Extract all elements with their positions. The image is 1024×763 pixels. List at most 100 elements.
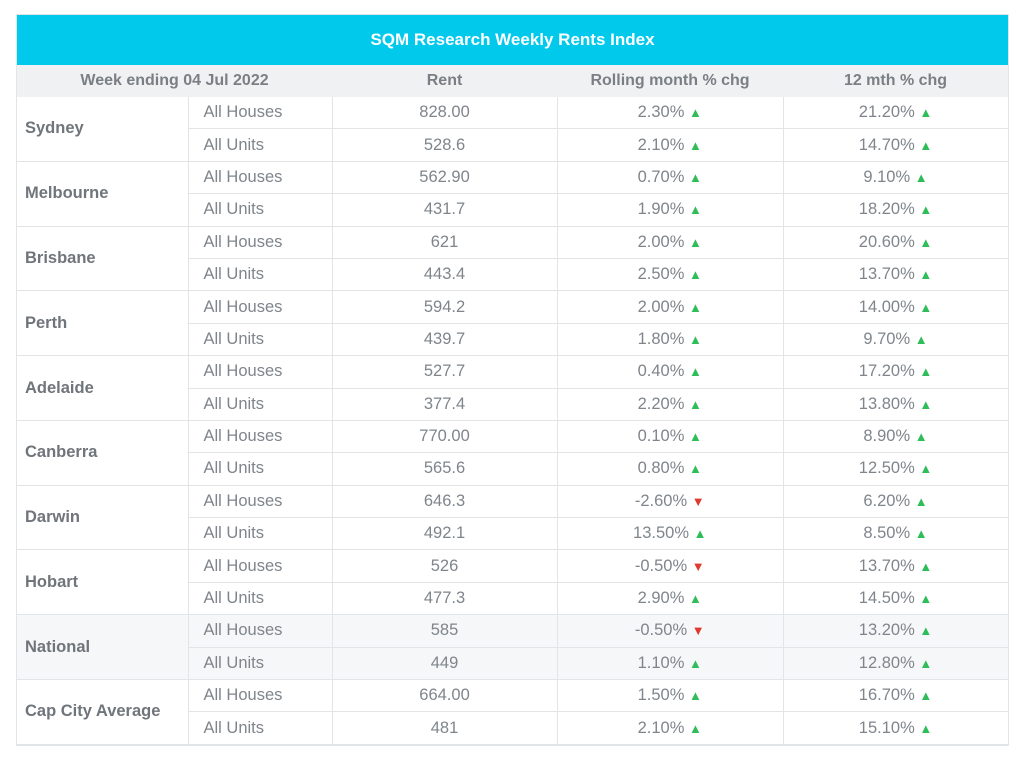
- rolling-change-value: 2.00%: [637, 232, 685, 251]
- table-row: All Units 377.4 2.20% ▲ 13.80% ▲: [17, 388, 1009, 421]
- rolling-change-cell: 1.50% ▲: [557, 679, 784, 713]
- arrow-up-icon: ▲: [688, 105, 702, 121]
- twelve-month-change-value: 18.20%: [858, 200, 915, 219]
- property-type: All Houses: [188, 420, 333, 454]
- rolling-change-cell: 2.10% ▲: [557, 128, 784, 162]
- header-row: Week ending 04 Jul 2022 Rent Rolling mon…: [17, 65, 1009, 97]
- rolling-change-cell: 2.90% ▲: [557, 582, 784, 616]
- arrow-up-icon: ▲: [914, 493, 928, 509]
- arrow-up-icon: ▲: [688, 299, 702, 315]
- table-row: National All Houses 585 -0.50% ▼ 13.20% ▲: [17, 614, 1009, 681]
- rent-value: 562.90: [332, 161, 558, 195]
- property-type: All Houses: [188, 355, 333, 389]
- rent-value: 431.7: [332, 193, 558, 227]
- arrow-up-icon: ▲: [693, 526, 707, 542]
- arrow-up-icon: ▲: [919, 558, 933, 574]
- rent-value: 565.6: [332, 452, 558, 486]
- arrow-up-icon: ▲: [688, 591, 702, 607]
- twelve-month-change-value: 8.50%: [863, 524, 911, 543]
- city-name: Adelaide: [17, 355, 189, 421]
- rent-value: 449: [332, 647, 558, 681]
- arrow-up-icon: ▲: [919, 396, 933, 412]
- rent-value: 377.4: [332, 388, 558, 421]
- table-row: All Units 528.6 2.10% ▲ 14.70% ▲: [17, 128, 1009, 162]
- city-name: Hobart: [17, 549, 189, 616]
- twelve-month-change-value: 20.60%: [858, 232, 915, 251]
- table-row: Canberra All Houses 770.00 0.10% ▲ 8.90% ▲: [17, 420, 1009, 486]
- twelve-month-change-cell: 15.10% ▲: [783, 711, 1009, 745]
- property-type: All Houses: [188, 226, 333, 259]
- arrow-up-icon: ▲: [688, 688, 702, 704]
- twelve-month-change-value: 13.20%: [858, 621, 915, 640]
- rolling-change-cell: 1.80% ▲: [557, 323, 784, 357]
- arrow-up-icon: ▲: [919, 688, 933, 704]
- rolling-change-value: 0.70%: [637, 167, 685, 186]
- twelve-month-change-value: 6.20%: [863, 491, 911, 510]
- rolling-change-cell: 13.50% ▲: [557, 517, 784, 551]
- table-row: All Units 492.1 13.50% ▲ 8.50% ▲: [17, 517, 1009, 551]
- arrow-up-icon: ▲: [919, 461, 933, 477]
- twelve-month-change-value: 16.70%: [858, 686, 915, 705]
- twelve-month-change-cell: 8.50% ▲: [783, 517, 1009, 551]
- rolling-change-value: 1.90%: [637, 200, 685, 219]
- rolling-change-value: 0.80%: [637, 459, 685, 478]
- header-week: Week ending 04 Jul 2022: [17, 65, 333, 97]
- property-type: All Units: [188, 193, 333, 227]
- property-type: All Units: [188, 647, 333, 681]
- rolling-change-cell: 0.10% ▲: [557, 420, 784, 454]
- twelve-month-change-value: 8.90%: [863, 427, 911, 446]
- rent-value: 443.4: [332, 258, 558, 292]
- rents-table: Week ending 04 Jul 2022 Rent Rolling mon…: [17, 65, 1009, 745]
- property-type: All Units: [188, 258, 333, 292]
- rolling-change-value: 2.00%: [637, 297, 685, 316]
- property-type: All Houses: [188, 485, 333, 519]
- twelve-month-change-cell: 9.10% ▲: [783, 161, 1009, 195]
- property-type: All Units: [188, 517, 333, 551]
- twelve-month-change-cell: 16.70% ▲: [783, 679, 1009, 713]
- twelve-month-change-value: 14.00%: [858, 297, 915, 316]
- rent-value: 828.00: [332, 97, 558, 130]
- rolling-change-cell: 1.90% ▲: [557, 193, 784, 227]
- arrow-up-icon: ▲: [919, 234, 933, 250]
- twelve-month-change-cell: 17.20% ▲: [783, 355, 1009, 389]
- rolling-change-value: 0.40%: [637, 362, 685, 381]
- arrow-up-icon: ▲: [688, 331, 702, 347]
- twelve-month-change-cell: 12.80% ▲: [783, 647, 1009, 681]
- panel-title: SQM Research Weekly Rents Index: [17, 15, 1008, 65]
- arrow-up-icon: ▲: [688, 364, 702, 380]
- table-row: All Units 565.6 0.80% ▲ 12.50% ▲: [17, 452, 1009, 486]
- rolling-change-cell: 2.00% ▲: [557, 290, 784, 324]
- rent-value: 439.7: [332, 323, 558, 357]
- table-row: All Units 477.3 2.90% ▲ 14.50% ▲: [17, 582, 1009, 616]
- property-type: All Houses: [188, 97, 333, 130]
- twelve-month-change-cell: 13.20% ▲: [783, 614, 1009, 648]
- twelve-month-change-value: 9.70%: [863, 329, 911, 348]
- arrow-up-icon: ▲: [919, 655, 933, 671]
- header-twelve: 12 mth % chg: [783, 65, 1009, 97]
- twelve-month-change-cell: 13.70% ▲: [783, 258, 1009, 292]
- rolling-change-cell: 0.70% ▲: [557, 161, 784, 195]
- arrow-up-icon: ▲: [919, 267, 933, 283]
- arrow-down-icon: ▼: [691, 623, 705, 639]
- rolling-change-value: 2.10%: [637, 135, 685, 154]
- city-name: Canberra: [17, 420, 189, 486]
- twelve-month-change-value: 17.20%: [858, 362, 915, 381]
- rent-value: 664.00: [332, 679, 558, 713]
- rolling-change-cell: 0.40% ▲: [557, 355, 784, 389]
- rolling-change-value: -2.60%: [634, 491, 688, 510]
- twelve-month-change-value: 21.20%: [858, 103, 915, 122]
- property-type: All Units: [188, 323, 333, 357]
- twelve-month-change-value: 13.70%: [858, 556, 915, 575]
- table-row: All Units 449 1.10% ▲ 12.80% ▲: [17, 647, 1009, 681]
- twelve-month-change-value: 13.70%: [858, 265, 915, 284]
- rent-value: 770.00: [332, 420, 558, 454]
- city-name: Sydney: [17, 97, 189, 162]
- twelve-month-change-value: 14.50%: [858, 589, 915, 608]
- twelve-month-change-cell: 20.60% ▲: [783, 226, 1009, 259]
- arrow-up-icon: ▲: [914, 526, 928, 542]
- table-row: Perth All Houses 594.2 2.00% ▲ 14.00% ▲: [17, 290, 1009, 357]
- rolling-change-value: 2.50%: [637, 265, 685, 284]
- property-type: All Houses: [188, 549, 333, 583]
- arrow-up-icon: ▲: [919, 591, 933, 607]
- arrow-up-icon: ▲: [919, 202, 933, 218]
